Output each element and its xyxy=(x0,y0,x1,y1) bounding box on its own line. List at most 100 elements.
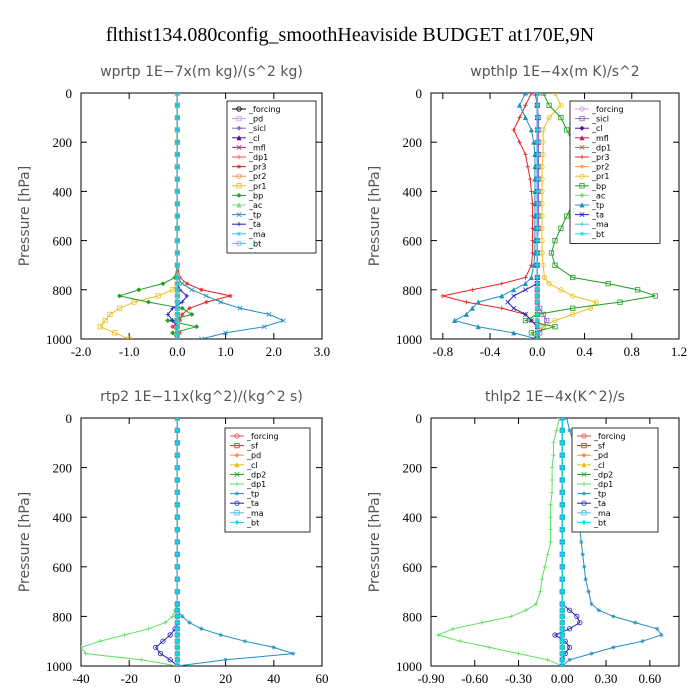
legend-marker xyxy=(236,183,242,189)
data-point-dp1 xyxy=(523,608,529,613)
x-tick-label: 0.8 xyxy=(624,344,640,359)
data-point-bt xyxy=(535,226,540,231)
data-point-pr3 xyxy=(440,293,446,299)
data-point-bt xyxy=(535,189,540,194)
data-point-bt xyxy=(174,225,180,231)
data-point-bt xyxy=(174,489,180,495)
data-point-bt xyxy=(174,102,180,108)
data-point-bt xyxy=(535,330,540,336)
data-point-bt xyxy=(559,651,565,657)
legend-label: _ac xyxy=(591,191,605,200)
legend-label: _dp2 xyxy=(593,470,613,479)
legend-marker xyxy=(236,173,242,179)
data-point-bt xyxy=(174,281,180,287)
legend-label: _pr2 xyxy=(591,163,609,172)
legend-label: _bp xyxy=(591,182,606,191)
data-point-dp1 xyxy=(457,639,463,644)
legend-marker xyxy=(581,519,587,525)
data-point-ta xyxy=(574,613,580,620)
legend: _forcing_sicl_cl_mfl_dp1_pr3_pr2_pr1_bp_… xyxy=(569,100,661,244)
data-point-bt xyxy=(174,336,180,339)
data-point-pr3 xyxy=(517,115,522,120)
y-tick-label: 200 xyxy=(53,135,73,150)
data-point-pr3 xyxy=(499,281,505,286)
data-point-dp1 xyxy=(542,564,547,569)
data-point-bt xyxy=(559,607,565,613)
legend-marker xyxy=(236,192,242,198)
data-point-bt xyxy=(535,103,540,108)
data-point-bt xyxy=(559,601,565,607)
data-point-bp xyxy=(652,293,658,299)
data-point-dp1 xyxy=(557,418,562,421)
data-point-bp xyxy=(635,287,641,293)
data-point-pr3 xyxy=(499,306,505,311)
data-point-tp xyxy=(218,632,223,638)
y-tick-label: 800 xyxy=(53,609,73,624)
x-tick-label: -0.90 xyxy=(417,671,444,686)
data-point-tp xyxy=(659,632,664,638)
series-group xyxy=(81,418,296,666)
y-tick-label: 600 xyxy=(53,560,73,575)
data-point-pr1 xyxy=(155,293,161,299)
data-point-pr1 xyxy=(126,336,132,339)
y-tick-label: 0 xyxy=(416,411,423,426)
data-point-bt xyxy=(559,489,565,495)
data-point-bt xyxy=(174,564,180,570)
data-point-pr1 xyxy=(107,311,113,318)
data-point-tp xyxy=(516,102,523,108)
legend-label: _bt xyxy=(591,230,604,239)
data-point-bp xyxy=(570,274,576,281)
data-point-pr3 xyxy=(529,93,534,96)
data-point-bp xyxy=(552,237,558,244)
data-point-ta xyxy=(170,306,175,311)
data-point-bt xyxy=(174,293,180,299)
data-point-bt xyxy=(174,644,180,650)
panels: wprtp 1E−7x(m kg)/(s^2 kg) Pressure [hPa]… xyxy=(17,64,687,686)
data-point-ta xyxy=(511,293,517,299)
data-point-dp1 xyxy=(83,651,89,656)
data-point-tp xyxy=(475,299,481,305)
data-point-bt xyxy=(174,440,180,446)
data-point-pr1 xyxy=(97,324,103,330)
data-point-bt xyxy=(174,115,180,121)
data-point-tp xyxy=(589,601,594,607)
legend-marker xyxy=(579,154,585,160)
legend-label: _forcing xyxy=(593,432,626,441)
y-tick-label: 600 xyxy=(53,234,73,249)
data-point-ta xyxy=(180,299,185,305)
y-axis-label: Pressure [hPa] xyxy=(17,166,33,266)
data-point-dp1 xyxy=(479,620,485,625)
data-point-tp xyxy=(242,639,248,644)
data-point-bt xyxy=(559,465,565,471)
data-point-dp1 xyxy=(549,490,555,495)
legend-box xyxy=(569,100,661,244)
y-axis-label: Pressure [hPa] xyxy=(367,166,383,266)
data-point-pr3 xyxy=(187,306,192,311)
legend-label: _ma xyxy=(593,509,611,518)
data-point-bt xyxy=(535,250,540,256)
data-point-tp xyxy=(261,324,267,330)
data-point-bp xyxy=(136,287,142,293)
data-point-tp xyxy=(611,614,616,619)
data-point-tp xyxy=(218,299,224,305)
legend-marker xyxy=(579,202,585,208)
data-point-tp xyxy=(522,93,529,96)
data-point-ta xyxy=(566,644,573,651)
data-point-bt xyxy=(174,93,180,96)
data-point-bt xyxy=(559,589,565,595)
y-tick-label: 1000 xyxy=(396,332,422,347)
data-point-bp xyxy=(194,324,200,330)
data-point-dp1 xyxy=(538,589,543,594)
data-point-ta xyxy=(566,607,573,613)
data-point-bt xyxy=(174,620,180,626)
data-point-bt xyxy=(174,477,180,483)
data-point-tp xyxy=(531,262,537,268)
data-point-tp xyxy=(640,639,645,644)
data-point-bt xyxy=(174,551,180,557)
data-point-bt xyxy=(174,418,180,421)
legend-box xyxy=(226,100,317,254)
y-tick-label: 0 xyxy=(416,86,423,101)
data-point-bt xyxy=(174,274,180,281)
data-point-tp xyxy=(199,336,204,339)
data-point-tp xyxy=(633,620,638,625)
